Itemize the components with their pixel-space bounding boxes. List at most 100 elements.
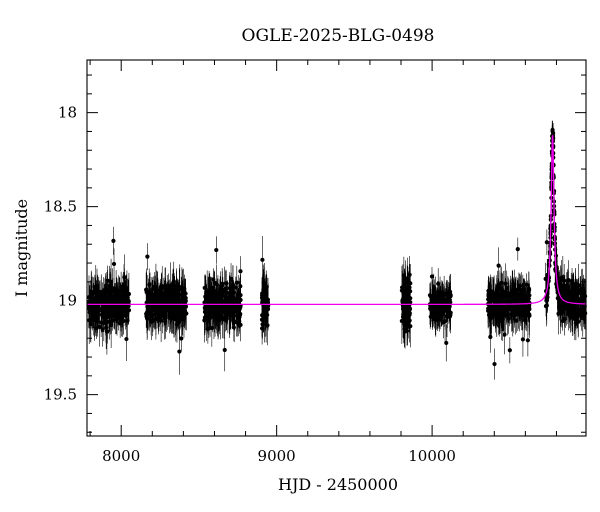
observation-point: [94, 290, 100, 324]
observation-point: [110, 296, 116, 324]
observation-point: [234, 299, 239, 321]
observation-point: [124, 317, 129, 362]
x-tick-label: 9000: [258, 447, 296, 465]
observation-point: [223, 269, 228, 315]
observation-point: [122, 268, 127, 315]
x-tick-label: 10000: [408, 447, 456, 465]
observation-point: [496, 299, 501, 324]
observation-point: [429, 267, 435, 286]
observation-point: [525, 324, 530, 357]
observation-point: [507, 337, 512, 364]
y-tick-label: 18: [58, 104, 77, 122]
observation-point: [402, 310, 407, 348]
observation-point: [108, 258, 114, 305]
observation-point: [111, 278, 117, 305]
observation-point: [217, 284, 222, 331]
observation-point: [176, 289, 181, 312]
observation-point: [111, 226, 116, 255]
x-tick-label: 8000: [102, 447, 140, 465]
observation-point: [520, 282, 525, 320]
observation-point: [562, 288, 567, 327]
observation-point: [579, 303, 584, 331]
observation-point: [493, 302, 498, 329]
observation-point: [488, 321, 493, 353]
observation-point: [519, 291, 524, 331]
observation-point: [211, 273, 216, 302]
x-axis-ticks: 8000 9000 10000: [89, 60, 557, 465]
observation-point: [490, 277, 496, 320]
observation-point: [97, 307, 102, 347]
observation-point: [403, 260, 408, 297]
observation-point: [572, 298, 577, 341]
observation-point: [179, 325, 184, 352]
observation-point: [522, 295, 527, 322]
observation-point: [433, 284, 438, 314]
observation-point: [87, 290, 92, 324]
observation-point: [516, 299, 521, 329]
observation-point: [498, 289, 503, 323]
observation-point: [515, 237, 520, 261]
observation-point: [260, 235, 265, 284]
observation-point: [561, 280, 566, 301]
observation-point: [214, 236, 219, 264]
y-axis-ticks: 18 18.5 19 19.5: [44, 74, 586, 433]
observation-point: [111, 248, 117, 280]
observation-point: [149, 290, 154, 323]
observation-point: [155, 271, 160, 318]
observation-point: [496, 247, 501, 284]
observation-point: [501, 290, 506, 330]
observation-point: [406, 276, 411, 325]
observation-points: [86, 120, 588, 380]
observation-point: [513, 289, 518, 309]
plot-frame: [86, 59, 587, 437]
observation-point: [520, 322, 526, 357]
observation-point: [112, 303, 117, 330]
x-axis-label: HJD - 2450000: [278, 475, 398, 494]
observation-point: [262, 262, 267, 305]
observation-point: [207, 280, 212, 303]
observation-point: [236, 275, 241, 312]
observation-point: [215, 278, 220, 321]
observation-point: [400, 264, 405, 317]
observation-point: [173, 285, 178, 316]
observation-point: [144, 272, 149, 307]
observation-point: [179, 282, 185, 320]
observation-point: [145, 243, 150, 271]
observation-point: [120, 283, 125, 313]
observation-point: [228, 297, 233, 330]
observation-point: [203, 274, 208, 319]
observation-point: [236, 302, 241, 328]
observation-point: [486, 302, 492, 328]
observation-point: [544, 229, 549, 256]
observation-point: [183, 287, 189, 326]
observation-point: [205, 314, 210, 344]
observation-point: [238, 256, 243, 287]
observation-point: [180, 302, 185, 332]
observation-point: [148, 297, 153, 323]
observation-point: [220, 268, 225, 303]
observation-point: [558, 282, 563, 319]
observation-point: [432, 302, 438, 324]
model-curve: [87, 134, 587, 306]
observation-point: [155, 277, 160, 321]
observation-point: [146, 286, 151, 326]
y-axis-label: I magnitude: [12, 199, 31, 297]
observation-point: [104, 287, 109, 316]
observation-point: [492, 348, 497, 380]
observation-point: [260, 281, 265, 306]
y-tick-label: 19.5: [44, 386, 77, 404]
observation-point: [486, 276, 491, 306]
observation-point: [160, 290, 165, 328]
observation-point: [502, 315, 507, 355]
observation-point: [569, 272, 574, 315]
y-tick-label: 19: [58, 292, 77, 310]
chart-title: OGLE-2025-BLG-0498: [242, 26, 435, 46]
observation-point: [88, 284, 94, 306]
observation-point: [440, 282, 445, 318]
observation-point: [227, 275, 232, 319]
observation-point: [408, 264, 413, 303]
observation-point: [99, 292, 104, 327]
observation-point: [428, 288, 434, 324]
observation-point: [162, 284, 167, 306]
